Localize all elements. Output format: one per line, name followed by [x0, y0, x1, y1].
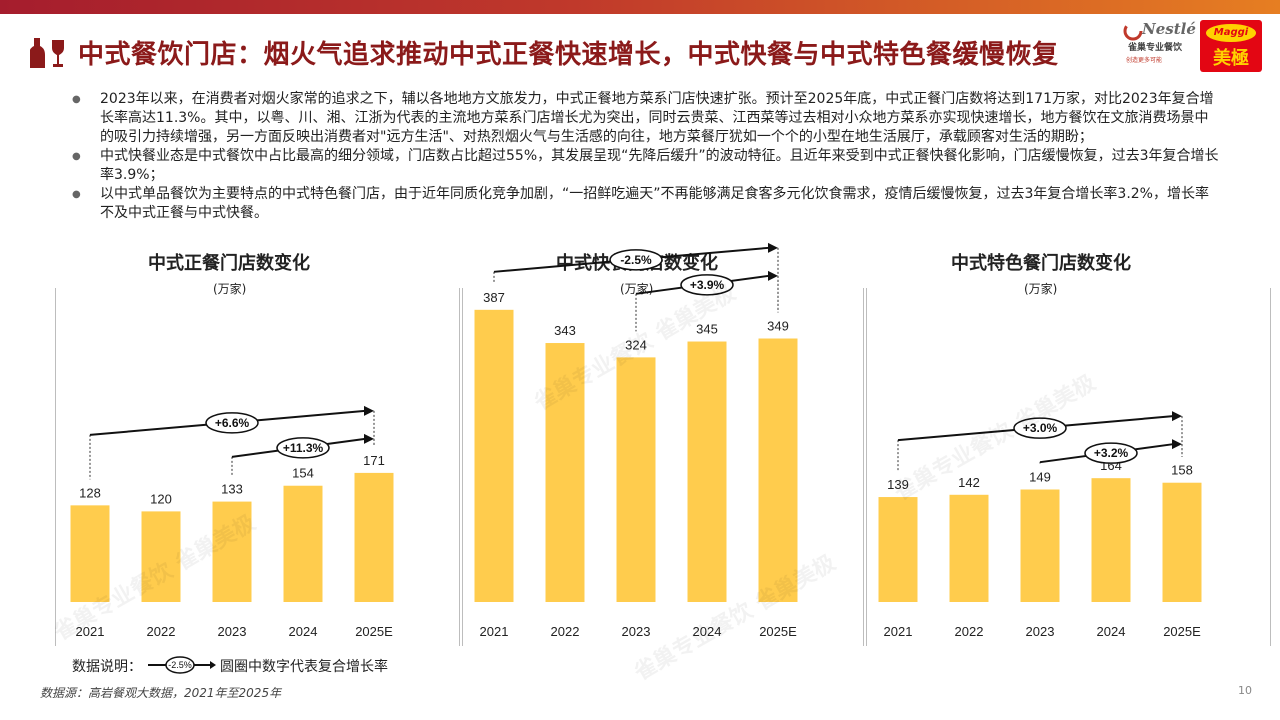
x-tick-label: 2025E: [759, 624, 797, 639]
x-tick-label: 2021: [480, 624, 509, 639]
bar-2023: [1020, 489, 1060, 602]
cagr-bubble: [609, 249, 663, 271]
data-source: 数据源：高岩餐观大数据，2021年至2025年: [40, 686, 282, 700]
data-label: 142: [958, 475, 980, 490]
bar-2023: [212, 501, 252, 602]
x-tick-label: 2024: [1097, 624, 1126, 639]
cagr-label: +6.6%: [215, 416, 250, 430]
chart-panel-zhengcan: [55, 288, 463, 646]
bullet-item: 2023年以来，在消费者对烟火家常的追求之下，辅以各地地方文旅发力，中式正餐地方…: [72, 90, 1222, 147]
data-label: 128: [79, 485, 101, 500]
top-accent-bar: [0, 0, 1280, 14]
data-label: 133: [221, 482, 243, 497]
cagr-bubble: [680, 274, 734, 296]
maggi-wordmark: Maggi: [1206, 24, 1256, 42]
cagr-arrow-head: [1172, 439, 1182, 450]
x-tick-label: 2024: [289, 624, 318, 639]
bar-2022: [545, 343, 585, 602]
x-tick-label: 2024: [693, 624, 722, 639]
chart-panel-kuaican: [459, 288, 867, 646]
bar-2021: [70, 505, 110, 602]
bar-2024: [1091, 478, 1131, 602]
x-tick-label: 2023: [1026, 624, 1055, 639]
x-tick-label: 2025E: [1163, 624, 1201, 639]
bar-chart-kuaican: 387 2021 343 2022 324 2023 345 2024 349 2025E -2.5…: [474, 242, 798, 639]
x-tick-label: 2023: [622, 624, 651, 639]
maggi-chinese-wordmark: 美極: [1213, 48, 1249, 69]
bar-2023: [616, 357, 656, 602]
nestle-swirl-icon: [1123, 21, 1143, 41]
data-label: 349: [767, 319, 789, 334]
maggi-logo: Maggi 美極: [1200, 20, 1262, 72]
nestle-wordmark: Nestlé: [1142, 20, 1196, 38]
data-label: 139: [887, 477, 909, 492]
legend-sample-label: -2.5%: [168, 660, 192, 670]
x-tick-label: 2025E: [355, 624, 393, 639]
bullet-item: 以中式单品餐饮为主要特点的中式特色餐门店，由于近年同质化竞争加剧，“一招鲜吃遍天…: [72, 185, 1222, 223]
cagr-label: +11.3%: [283, 441, 324, 455]
bar-2025E: [354, 472, 394, 602]
x-tick-label: 2022: [955, 624, 984, 639]
bar-2024: [687, 341, 727, 602]
data-label: 387: [483, 290, 505, 305]
x-tick-label: 2022: [551, 624, 580, 639]
cagr-arrow-head: [768, 270, 778, 281]
cagr-bubble: [1013, 417, 1067, 439]
chart-unit-zhengcan: (万家): [213, 282, 247, 296]
cagr-bubble: [1084, 442, 1138, 464]
bar-2022: [949, 494, 989, 602]
chart-unit-tesecan: (万家): [1024, 282, 1058, 296]
data-label: 154: [292, 466, 314, 481]
legend-description: 圆圈中数字代表复合增长率: [220, 659, 388, 675]
bullet-item: 中式快餐业态是中式餐饮中占比最高的细分领域，门店数占比超过55%，其发展呈现“先…: [72, 147, 1222, 185]
nestle-subtitle: 雀巢专业餐饮: [1128, 43, 1183, 53]
data-label: 171: [363, 453, 385, 468]
bar-2022: [141, 511, 181, 602]
nestle-tagline: 创造更多可能: [1126, 57, 1163, 64]
chart-panel-tesecan: [863, 288, 1271, 646]
data-label: 345: [696, 322, 718, 337]
x-tick-label: 2022: [147, 624, 176, 639]
cagr-arrow-sample-icon: -2.5%: [148, 656, 216, 674]
data-label: 149: [1029, 470, 1051, 485]
cagr-arrow-head: [364, 405, 374, 416]
bullet-list: 2023年以来，在消费者对烟火家常的追求之下，辅以各地地方文旅发力，中式正餐地方…: [72, 90, 1222, 223]
chart-title-zhengcan: 中式正餐门店数变化: [148, 253, 310, 274]
page-title: 中式餐饮门店：烟火气追求推动中式正餐快速增长，中式快餐与中式特色餐缓慢恢复: [78, 40, 1059, 70]
cagr-label: +3.2%: [1094, 446, 1129, 460]
legend-label: 数据说明：: [72, 659, 142, 675]
wine-bottle-icon: [30, 38, 64, 68]
x-tick-label: 2021: [884, 624, 913, 639]
data-label: 343: [554, 323, 576, 338]
x-tick-label: 2023: [218, 624, 247, 639]
data-label: 158: [1171, 463, 1193, 478]
cagr-arrow-head: [364, 433, 374, 444]
cagr-label: +3.9%: [690, 278, 725, 292]
cagr-label: +3.0%: [1023, 421, 1058, 435]
cagr-arrow-head: [768, 242, 778, 253]
x-tick-label: 2021: [76, 624, 105, 639]
page-number: 10: [1238, 684, 1252, 697]
cagr-arrow-head: [1172, 411, 1182, 422]
data-label: 324: [625, 337, 647, 352]
nestle-logo: Nestlé 雀巢专业餐饮 创造更多可能: [1122, 20, 1200, 72]
bar-chart-tesecan: 13920211422022149202316420241582025E+3.0…: [878, 411, 1202, 639]
bar-2021: [474, 309, 514, 602]
bar-2025E: [1162, 482, 1202, 602]
cagr-bubble: [276, 437, 330, 459]
bar-2024: [283, 485, 323, 602]
cagr-bubble: [205, 412, 259, 434]
data-label: 120: [150, 491, 172, 506]
bar-chart-zhengcan: 128 2021 120 2022 133 2023 154 2024 171 2025E +6.6…: [70, 405, 394, 639]
bar-2021: [878, 497, 918, 602]
chart-title-tesecan: 中式特色餐门店数变化: [951, 253, 1131, 274]
cagr-label: -2.5%: [620, 253, 652, 267]
bar-2025E: [758, 338, 798, 602]
